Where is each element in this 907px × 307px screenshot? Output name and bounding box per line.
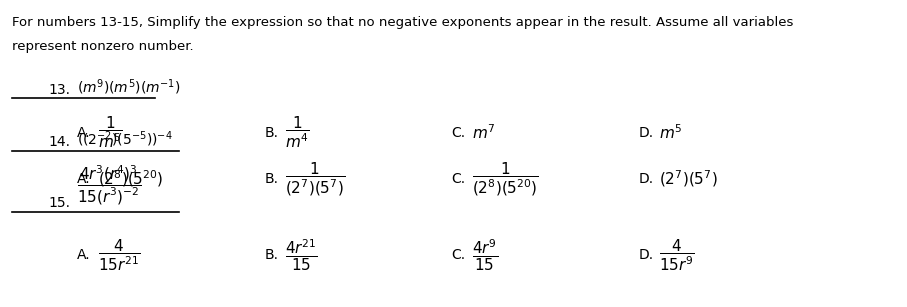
Text: D.: D. — [639, 172, 654, 186]
Text: $\dfrac{4r^3(r^4)^3}{15(r^3)^{-2}}$: $\dfrac{4r^3(r^4)^3}{15(r^3)^{-2}}$ — [77, 164, 141, 207]
Text: C.: C. — [452, 248, 465, 262]
Text: C.: C. — [452, 126, 465, 140]
Text: $m^7$: $m^7$ — [472, 123, 495, 142]
Text: represent nonzero number.: represent nonzero number. — [13, 40, 194, 53]
Text: $m^5$: $m^5$ — [658, 123, 682, 142]
Text: D.: D. — [639, 126, 654, 140]
Text: $\dfrac{1}{m^4}$: $\dfrac{1}{m^4}$ — [285, 115, 309, 150]
Text: $\dfrac{1}{m^5}$: $\dfrac{1}{m^5}$ — [98, 115, 122, 150]
Text: $(2^8)(5^{20})$: $(2^8)(5^{20})$ — [98, 169, 163, 189]
Text: $(2^7)(5^7)$: $(2^7)(5^7)$ — [658, 169, 717, 189]
Text: B.: B. — [264, 126, 278, 140]
Text: A.: A. — [77, 248, 91, 262]
Text: B.: B. — [264, 172, 278, 186]
Text: A.: A. — [77, 172, 91, 186]
Text: $((2^{-2})(5^{-5}))^{-4}$: $((2^{-2})(5^{-5}))^{-4}$ — [77, 130, 173, 149]
Text: $\dfrac{1}{(2^7)(5^7)}$: $\dfrac{1}{(2^7)(5^7)}$ — [285, 160, 345, 198]
Text: $\dfrac{4}{15r^9}$: $\dfrac{4}{15r^9}$ — [658, 237, 695, 273]
Text: C.: C. — [452, 172, 465, 186]
Text: 14.: 14. — [49, 135, 71, 149]
Text: A.: A. — [77, 126, 91, 140]
Text: 15.: 15. — [49, 196, 71, 210]
Text: 13.: 13. — [49, 83, 71, 97]
Text: $\dfrac{4r^9}{15}$: $\dfrac{4r^9}{15}$ — [472, 237, 498, 273]
Text: D.: D. — [639, 248, 654, 262]
Text: $(m^9)(m^5)(m^{-1})$: $(m^9)(m^5)(m^{-1})$ — [77, 77, 181, 97]
Text: For numbers 13-15, Simplify the expression so that no negative exponents appear : For numbers 13-15, Simplify the expressi… — [13, 16, 794, 29]
Text: B.: B. — [264, 248, 278, 262]
Text: $\dfrac{1}{(2^8)(5^{20})}$: $\dfrac{1}{(2^8)(5^{20})}$ — [472, 160, 539, 198]
Text: $\dfrac{4r^{21}}{15}$: $\dfrac{4r^{21}}{15}$ — [285, 237, 317, 273]
Text: $\dfrac{4}{15r^{21}}$: $\dfrac{4}{15r^{21}}$ — [98, 237, 141, 273]
